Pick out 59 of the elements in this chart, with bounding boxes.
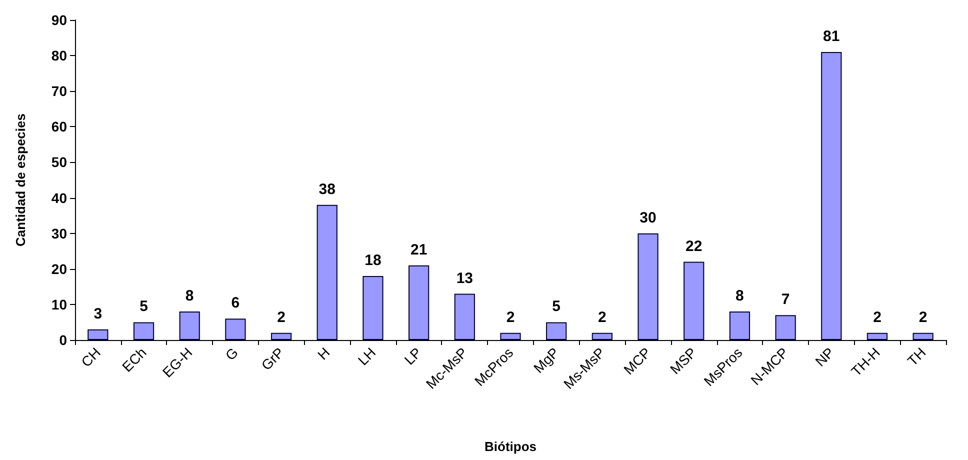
bar	[729, 312, 750, 340]
x-tick-label: LP	[401, 344, 424, 368]
data-label: 81	[823, 28, 840, 45]
y-tick-label: 90	[51, 12, 68, 28]
bar	[179, 312, 200, 340]
bar	[546, 322, 567, 340]
data-label: 2	[873, 308, 882, 326]
data-label: 13	[456, 270, 473, 287]
data-label: 5	[140, 298, 148, 316]
y-tick-label: 70	[51, 83, 68, 100]
x-axis-title: Biótipos	[484, 439, 536, 454]
data-label: 8	[185, 288, 194, 305]
bar	[270, 332, 292, 340]
x-tick-label: LH	[354, 344, 379, 368]
x-tick-label: NP	[812, 344, 838, 370]
bar	[408, 265, 430, 340]
y-tick-label: 40	[51, 190, 68, 206]
bar	[88, 329, 108, 340]
bar	[500, 332, 521, 340]
y-tick-label: 10	[51, 296, 68, 312]
y-tick-label: 60	[51, 118, 68, 135]
bar	[454, 294, 475, 340]
data-label: 38	[318, 180, 336, 198]
data-label: 2	[277, 308, 286, 326]
data-label: 3	[94, 305, 102, 322]
y-axis-title: Cantidad de especies	[13, 114, 28, 246]
data-label: 8	[736, 288, 744, 305]
bar	[225, 318, 246, 340]
bar	[775, 315, 796, 340]
bar	[912, 332, 934, 340]
data-label: 5	[552, 298, 561, 316]
bar	[592, 332, 612, 340]
x-tick-label: ECh	[118, 344, 150, 375]
x-tick-label: CH	[78, 344, 104, 370]
x-tick-label: H	[314, 344, 333, 363]
data-label: 30	[640, 209, 656, 226]
bar	[362, 276, 384, 340]
y-tick-label: 80	[51, 48, 68, 64]
bar	[133, 322, 154, 340]
data-label: 2	[598, 308, 606, 326]
bar	[638, 233, 658, 340]
data-label: 7	[781, 291, 790, 308]
y-tick-label: 20	[51, 260, 68, 277]
bar	[821, 52, 842, 340]
data-label: 21	[410, 241, 428, 258]
x-tick-label: G	[222, 344, 242, 364]
bar	[866, 332, 888, 340]
data-label: 22	[686, 238, 702, 255]
data-label: 2	[506, 308, 515, 326]
data-label: 2	[918, 308, 928, 326]
y-tick-label: 30	[51, 225, 68, 242]
data-label: 6	[231, 294, 240, 312]
y-tick-label: 0	[59, 332, 68, 348]
x-tick-label: GrP	[258, 344, 287, 374]
bar	[684, 262, 704, 340]
bar	[316, 204, 338, 340]
x-tick-label: TH	[904, 344, 929, 369]
data-label: 18	[364, 252, 382, 269]
y-tick-label: 50	[51, 154, 68, 170]
